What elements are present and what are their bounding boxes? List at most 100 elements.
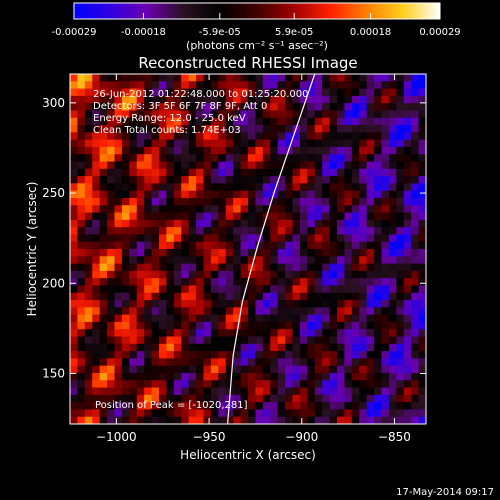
heatmap-cell <box>299 227 308 236</box>
heatmap-cell <box>240 402 249 411</box>
heatmap-cell <box>359 365 368 374</box>
heatmap-cell <box>277 125 286 133</box>
heatmap-cell <box>166 110 175 119</box>
heatmap-cell <box>292 197 301 206</box>
heatmap-cell <box>84 394 93 403</box>
heatmap-cell <box>107 88 116 97</box>
heatmap-cell <box>314 154 323 163</box>
heatmap-cell <box>233 380 242 389</box>
heatmap-cell <box>166 234 175 243</box>
heatmap-cell <box>181 263 190 272</box>
heatmap-cell <box>173 351 182 359</box>
heatmap-cell <box>240 300 249 308</box>
heatmap-cell <box>366 372 375 381</box>
heatmap-cell <box>307 380 316 389</box>
heatmap-cell <box>151 278 160 287</box>
heatmap-cell <box>144 139 153 148</box>
heatmap-cell <box>344 372 353 381</box>
heatmap-cell <box>233 154 242 163</box>
heatmap-cell <box>151 307 160 316</box>
heatmap-cell <box>411 146 420 155</box>
heatmap-cell <box>322 117 331 126</box>
heatmap-cell <box>84 263 93 272</box>
heatmap-cell <box>136 256 145 265</box>
heatmap-cell <box>166 205 175 214</box>
heatmap-cell <box>337 372 346 381</box>
heatmap-cell <box>322 351 331 359</box>
heatmap-cell <box>388 154 397 163</box>
heatmap-cell <box>188 300 197 308</box>
heatmap-cell <box>233 300 242 308</box>
heatmap-cell <box>359 74 368 82</box>
heatmap-cell <box>418 88 426 97</box>
heatmap-cell <box>70 358 79 367</box>
heatmap-cell <box>240 321 249 330</box>
heatmap-cell <box>70 329 79 338</box>
heatmap-cell <box>307 372 316 381</box>
heatmap-cell <box>396 372 405 381</box>
heatmap-cell <box>77 292 86 301</box>
heatmap-cell <box>151 402 160 411</box>
heatmap-cell <box>233 117 242 126</box>
heatmap-cell <box>411 402 420 411</box>
heatmap-cell <box>255 409 264 418</box>
heatmap-cell <box>381 183 390 192</box>
heatmap-cell <box>99 394 108 403</box>
heatmap-cell <box>344 241 353 250</box>
heatmap-cell <box>418 168 426 177</box>
heatmap-cell <box>277 343 286 352</box>
heatmap-cell <box>107 387 116 396</box>
heatmap-cell <box>84 256 93 265</box>
heatmap-cell <box>337 74 346 82</box>
heatmap-cell <box>218 387 227 396</box>
heatmap-cell <box>366 205 375 214</box>
heatmap-cell <box>322 343 331 352</box>
heatmap-cell <box>84 190 93 199</box>
heatmap-cell <box>359 278 368 287</box>
heatmap-cell <box>114 110 123 119</box>
heatmap-cell <box>218 365 227 374</box>
heatmap-cell <box>366 234 375 243</box>
heatmap-cell <box>84 95 93 104</box>
heatmap-cell <box>99 103 108 112</box>
heatmap-cell <box>159 154 168 163</box>
heatmap-cell <box>418 110 426 119</box>
heatmap-cell <box>411 409 420 418</box>
heatmap-cell <box>196 292 205 301</box>
heatmap-cell <box>114 394 123 403</box>
heatmap-cell <box>77 190 86 199</box>
heatmap-cell <box>121 351 130 359</box>
heatmap-cell <box>314 190 323 199</box>
heatmap-cell <box>255 249 264 257</box>
heatmap-cell <box>248 409 257 418</box>
heatmap-cell <box>411 212 420 221</box>
heatmap-cell <box>337 365 346 374</box>
heatmap-cell <box>129 95 138 104</box>
heatmap-cell <box>403 321 412 330</box>
heatmap-cell <box>121 314 130 323</box>
heatmap-cell <box>151 372 160 381</box>
heatmap-cell <box>270 351 279 359</box>
heatmap-cell <box>159 409 168 418</box>
heatmap-cell <box>359 292 368 301</box>
heatmap-cell <box>129 278 138 287</box>
heatmap-cell <box>233 394 242 403</box>
heatmap-cell <box>351 125 360 133</box>
heatmap-cell <box>240 74 249 82</box>
heatmap-cell <box>203 314 212 323</box>
heatmap-cell <box>270 197 279 206</box>
heatmap-cell <box>381 132 390 141</box>
heatmap-cell <box>396 88 405 97</box>
heatmap-cell <box>196 168 205 177</box>
heatmap-cell <box>292 365 301 374</box>
heatmap-cell <box>181 256 190 265</box>
heatmap-cell <box>374 117 383 126</box>
heatmap-cell <box>307 88 316 97</box>
heatmap-cell <box>381 351 390 359</box>
heatmap-cell <box>351 117 360 126</box>
heatmap-cell <box>233 168 242 177</box>
heatmap-cell <box>240 343 249 352</box>
heatmap-cell <box>121 329 130 338</box>
heatmap-cell <box>255 307 264 316</box>
heatmap-cell <box>329 292 338 301</box>
